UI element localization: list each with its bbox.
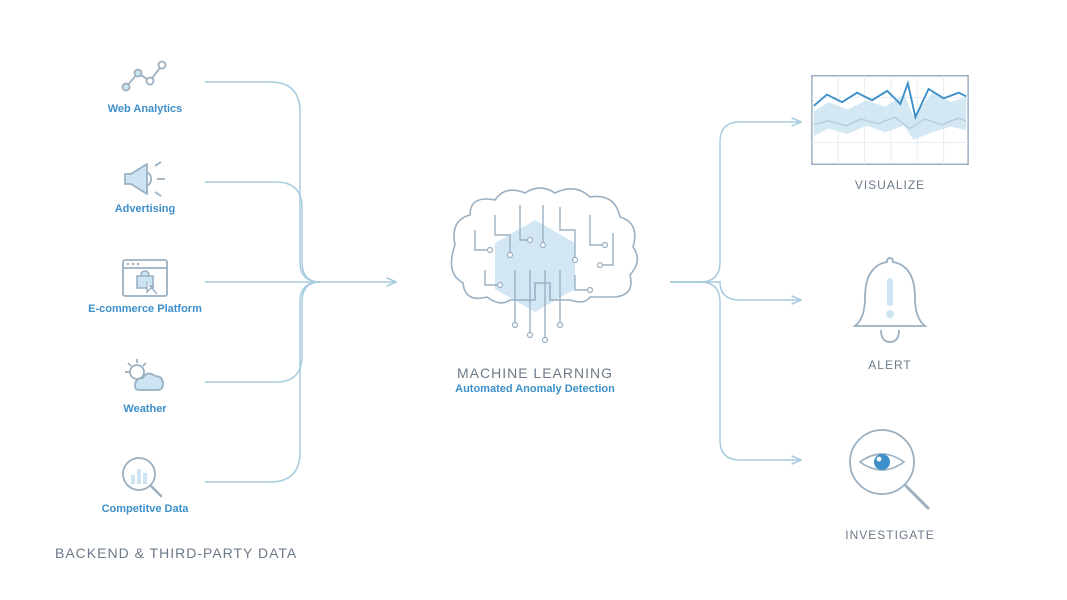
input-advertising: Advertising [85,155,205,215]
output-investigate: INVESTIGATE [810,420,970,542]
analytics-icon [85,55,205,101]
input-competitive: Competitve Data [85,455,205,515]
backend-section-label: BACKEND & THIRD-PARTY DATA [55,545,297,561]
output-label: INVESTIGATE [810,528,970,542]
input-label: Weather [85,403,205,415]
output-visualize: VISUALIZE [810,70,970,192]
alert-bell-icon [810,250,970,350]
barchart-magnify-icon [85,455,205,501]
center-subtitle: Automated Anomaly Detection [415,383,655,395]
input-label: Web Analytics [85,103,205,115]
center-ml-block: MACHINE LEARNING Automated Anomaly Detec… [415,175,655,395]
input-web-analytics: Web Analytics [85,55,205,115]
input-label: Advertising [85,203,205,215]
output-alert: ALERT [810,250,970,372]
eye-magnify-icon [810,420,970,520]
input-ecommerce: E-commerce Platform [85,255,205,315]
input-weather: Weather [85,355,205,415]
ml-anomaly-diagram: Web Analytics Advertising [0,0,1067,600]
input-label: Competitve Data [85,503,205,515]
input-label: E-commerce Platform [85,303,205,315]
output-label: VISUALIZE [810,178,970,192]
megaphone-icon [85,155,205,201]
circuit-brain-icon [415,175,655,365]
output-label: ALERT [810,358,970,372]
ecommerce-icon [85,255,205,301]
center-title: MACHINE LEARNING [415,365,655,381]
weather-icon [85,355,205,401]
linechart-panel-icon [810,70,970,170]
